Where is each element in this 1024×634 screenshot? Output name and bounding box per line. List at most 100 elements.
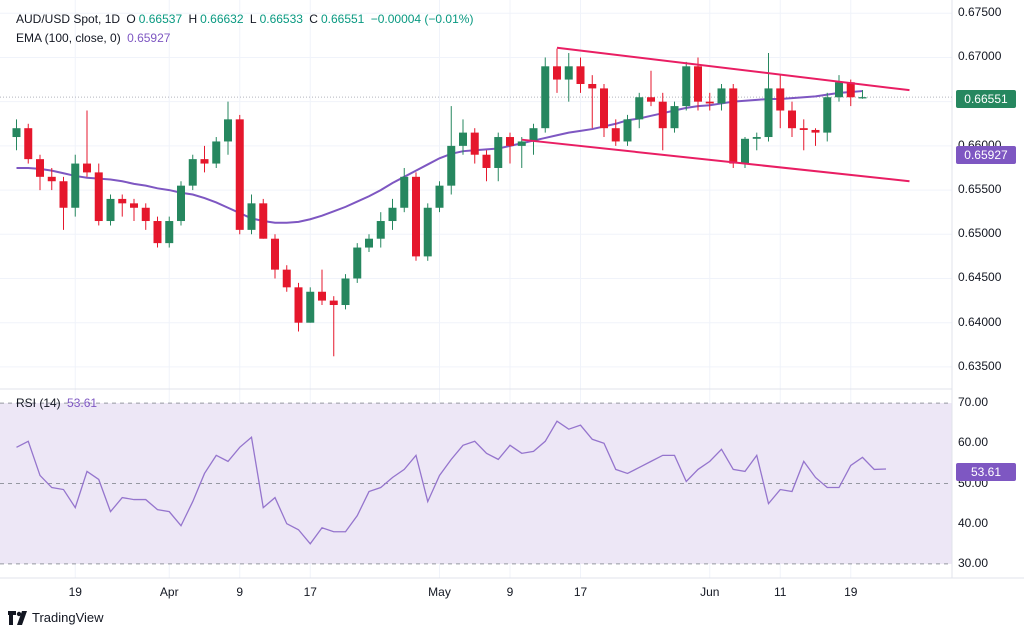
candle-down — [412, 176, 420, 257]
candle-down — [59, 181, 68, 208]
channel-upper-line — [556, 46, 910, 92]
candle-up — [247, 203, 256, 230]
rsi-guides — [0, 402, 952, 565]
candle-down — [553, 66, 561, 80]
candle-down — [36, 159, 44, 177]
rsi-line-group — [16, 420, 887, 545]
candle-up — [764, 88, 773, 138]
candle-up — [494, 137, 503, 168]
candle-up — [165, 221, 174, 244]
price-tick-label: 0.67500 — [958, 5, 1002, 20]
ema-legend: EMA (100, close, 0) 0.65927 — [16, 31, 173, 45]
time-tick-label: 17 — [303, 585, 317, 599]
price-tick-label: 0.63500 — [958, 358, 1002, 373]
candle-up — [670, 106, 679, 129]
close-label: C — [309, 12, 318, 26]
candle-down — [318, 291, 326, 301]
candle-down — [282, 269, 291, 288]
time-tick-label: 9 — [236, 585, 244, 599]
candles-group — [12, 48, 867, 357]
time-tick-label: 11 — [774, 585, 787, 599]
candle-up — [858, 97, 867, 99]
candle-down — [329, 300, 338, 306]
candle-up — [459, 132, 467, 146]
rsi-tick-label: 70.00 — [958, 395, 989, 410]
candle-down — [588, 83, 597, 89]
candle-down — [647, 97, 655, 102]
time-tick-label: May — [428, 585, 451, 599]
candle-up — [423, 207, 432, 257]
candle-up — [177, 185, 185, 222]
candle-up — [823, 97, 832, 133]
symbol-title: AUD/USD Spot, 1D — [16, 12, 121, 26]
price-tick-label: 0.67000 — [958, 49, 1002, 64]
close-value: 0.66551 — [320, 12, 365, 26]
tradingview-logo-icon — [8, 610, 27, 625]
candle-down — [94, 172, 103, 222]
rsi-tick-label: 40.00 — [958, 515, 989, 530]
candle-up — [365, 238, 373, 248]
high-label: H — [188, 12, 198, 26]
low-value: 0.66533 — [259, 12, 303, 26]
time-tick-label: 19 — [844, 585, 858, 599]
candle-up — [71, 163, 80, 208]
price-tick-label: 0.65500 — [958, 182, 1002, 197]
rsi-badge: 53.61 — [956, 463, 1016, 481]
candle-down — [846, 82, 855, 98]
candle-up — [835, 82, 843, 98]
candle-up — [447, 145, 456, 186]
candle-up — [106, 198, 115, 222]
candle-up — [376, 221, 385, 239]
candle-down — [118, 198, 127, 204]
candle-down — [799, 128, 808, 130]
candle-down — [153, 221, 162, 244]
time-tick-label: 17 — [573, 585, 588, 599]
candle-up — [306, 291, 315, 323]
ema-value: 0.65927 — [127, 31, 171, 45]
candle-down — [694, 66, 702, 102]
candle-down — [24, 128, 33, 160]
candle-up — [188, 159, 197, 186]
ema-label: EMA (100, close, 0) — [16, 31, 121, 45]
rsi-line — [16, 420, 887, 545]
time-tick-label: Jun — [700, 585, 720, 599]
candle-down — [83, 163, 91, 173]
open-value: 0.66537 — [138, 12, 183, 26]
candle-down — [576, 66, 585, 84]
candle-down — [482, 154, 491, 168]
candle-up — [752, 137, 761, 139]
time-tick-label: Apr — [159, 585, 179, 599]
candle-down — [200, 159, 209, 164]
high-value: 0.66632 — [200, 12, 244, 26]
chart-legend: AUD/USD Spot, 1D O 0.66537 H 0.66632 L 0.66… — [16, 12, 476, 26]
candle-up — [212, 141, 221, 164]
last-price-badge: 0.66551 — [956, 90, 1016, 108]
candle-down — [130, 203, 138, 208]
rsi-legend: RSI (14) 53.61 — [16, 396, 100, 410]
candle-down — [600, 88, 608, 129]
tradingview-logo[interactable]: TradingView — [8, 610, 104, 625]
candle-down — [776, 88, 785, 111]
candle-up — [224, 119, 232, 142]
candle-down — [729, 88, 738, 164]
candle-down — [235, 119, 244, 230]
price-tick-label: 0.64000 — [958, 314, 1002, 329]
candle-down — [141, 207, 150, 222]
candle-up — [564, 66, 573, 80]
candle-up — [529, 128, 538, 142]
candle-down — [506, 137, 514, 146]
candle-up — [388, 207, 397, 222]
candle-down — [294, 287, 303, 323]
candle-up — [12, 128, 21, 138]
candle-up — [400, 176, 409, 208]
rsi-label: RSI (14) — [16, 396, 61, 410]
candle-up — [341, 278, 350, 306]
time-tick-label: 19 — [68, 585, 82, 599]
channel-lower-line — [521, 138, 910, 183]
candle-up — [717, 88, 726, 104]
rsi-tick-label: 30.00 — [958, 555, 989, 570]
candle-up — [541, 66, 550, 129]
candle-down — [259, 203, 268, 239]
price-tick-label: 0.65000 — [958, 226, 1002, 241]
